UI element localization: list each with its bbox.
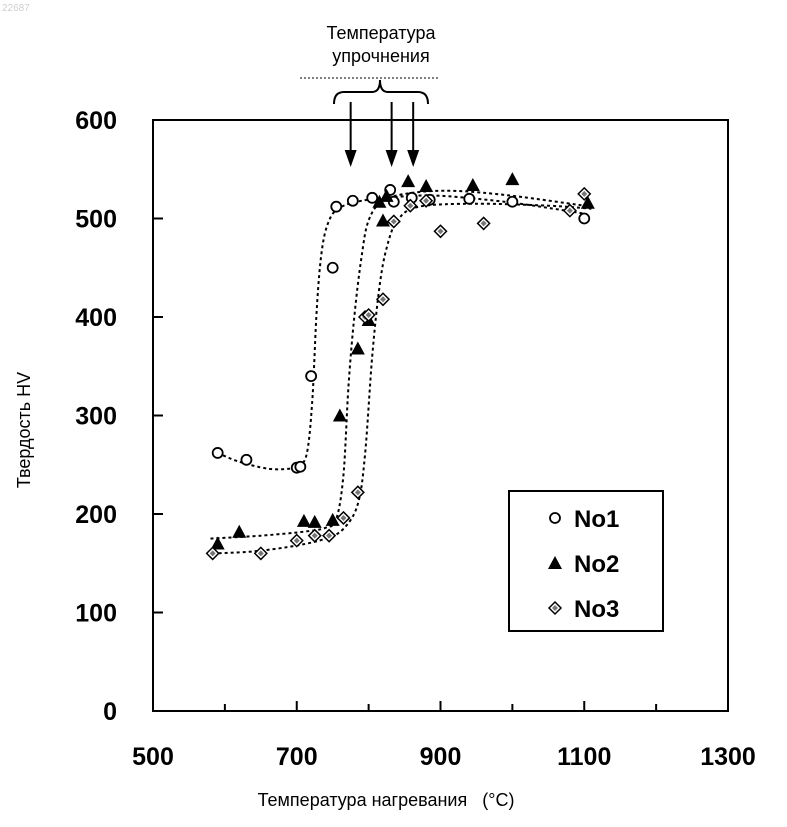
legend-label: No1 [574,506,619,533]
legend-marker-no3 [547,600,563,616]
point-no1 [463,192,476,205]
y-tick-label: 300 [75,403,117,431]
point-no2 [232,524,247,538]
legend-box [508,490,664,632]
point-no1 [305,370,318,383]
annotation-brace [333,79,429,105]
point-no3 [403,198,418,213]
point-no1 [506,195,519,208]
point-no2 [332,408,347,422]
y-tick-label: 100 [75,600,117,628]
point-no2 [296,513,311,527]
x-axis-title-text: Температура нагревания [258,790,468,810]
series-no1 [211,184,591,474]
hardening-temperature-annotation: Температура упрочнения [300,23,440,105]
point-no2 [401,174,416,188]
annotation-line-1: Температура [326,23,436,43]
point-no2 [465,178,480,192]
point-no2 [350,341,365,355]
point-no3 [375,292,391,307]
point-no3 [562,203,577,218]
legend-marker-no1 [549,512,561,524]
point-no1 [294,460,307,473]
y-tick-label: 500 [75,206,117,234]
annotation-arrows [344,102,420,167]
point-no2 [505,172,520,186]
y-axis-title: Твердость HV [14,372,34,488]
fit-curve-no3 [212,202,592,555]
point-no2 [325,512,340,526]
point-no2 [580,195,595,209]
legend-label: No2 [574,551,619,578]
point-no3 [419,193,434,208]
point-no1 [326,261,339,274]
hardening-arrow [407,102,420,167]
fit-curve-no1 [217,194,585,471]
annotation-line-2: упрочнения [332,46,429,66]
corner-label: 22687 [2,3,30,14]
legend-entry-no2: No2 [548,551,619,578]
x-tick-label: 900 [420,743,462,771]
point-no2 [307,514,322,528]
point-no1 [346,194,359,207]
series-no3 [205,186,592,561]
point-no3 [253,546,268,561]
x-axis-ticks: 500 700 900 1100 1300 [132,701,756,771]
point-no1 [366,191,379,204]
point-no1 [211,447,224,459]
x-axis-title-unit: (°C) [482,790,514,810]
legend-entry-no1: No1 [549,506,619,533]
point-no3 [307,528,322,543]
point-no3 [577,186,592,201]
x-tick-label: 1100 [557,743,611,771]
point-no1 [240,453,253,466]
point-no2 [210,536,225,550]
hardening-arrow [385,102,398,167]
point-no3 [433,224,448,239]
point-no2 [419,178,434,192]
point-no3 [336,510,351,526]
point-no2 [376,213,390,227]
point-no3 [289,533,304,548]
y-axis-ticks: 0 100 200 300 400 500 600 [75,107,163,726]
point-no3 [361,307,376,323]
point-no1 [578,212,591,225]
x-tick-label: 700 [276,743,318,771]
point-no3 [322,528,337,543]
legend: No1 No2 No3 [508,490,664,632]
data-points [205,172,595,561]
point-no2 [372,194,387,208]
legend-entry-no3: No3 [547,596,619,623]
y-tick-label: 200 [75,501,117,529]
x-tick-label: 500 [132,743,174,771]
y-tick-label: 400 [75,304,117,332]
point-no3 [205,546,220,561]
y-tick-label: 0 [103,698,117,726]
point-no2 [379,188,394,202]
point-no3 [350,485,365,500]
fit-curve-no2 [210,189,592,540]
legend-marker-no2 [548,556,562,569]
point-no3 [476,216,491,231]
x-axis-title: Температура нагревания (°C) [258,790,515,810]
hardening-arrow [344,102,357,167]
legend-label: No3 [574,596,619,623]
y-tick-label: 600 [75,107,117,135]
x-tick-label: 1300 [700,743,756,771]
point-no1 [330,200,343,213]
point-no3 [386,214,401,229]
series-no2 [210,172,595,550]
